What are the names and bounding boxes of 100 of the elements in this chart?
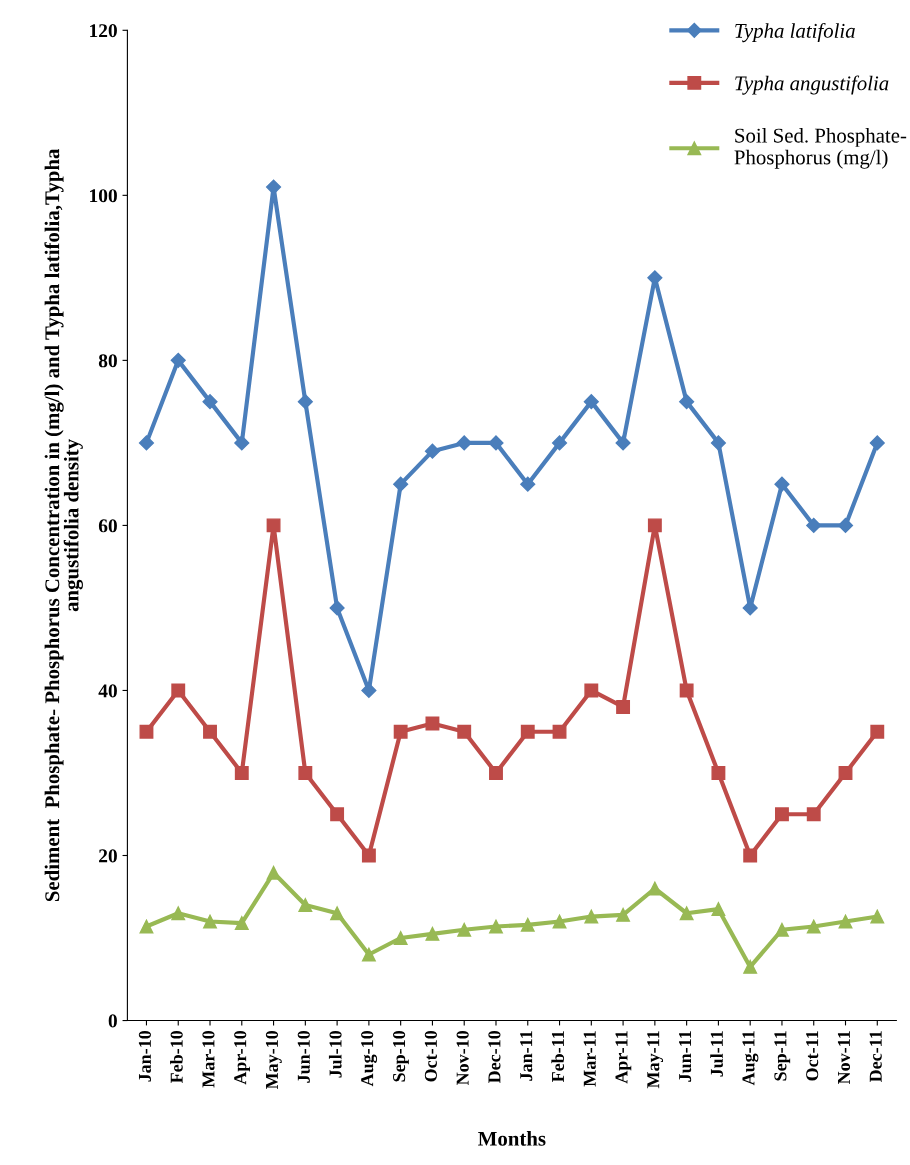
point [679,394,695,410]
y-tick-label: 120 [90,24,117,38]
point [551,435,568,451]
point [647,518,662,533]
point [806,919,821,934]
point [234,916,249,931]
legend-label: Typha angustifolia [735,75,889,95]
point [298,766,313,780]
x-axis-title: Months [478,1131,546,1146]
point [869,435,885,451]
point [679,683,694,698]
x-tick-label: Oct-11 [806,1031,819,1081]
point [393,931,408,945]
point [138,435,155,451]
point [710,435,726,451]
point [329,600,345,616]
point [838,914,853,929]
legend-label: Typha latifolia [735,22,855,43]
y-tick-label: 0 [108,1014,117,1028]
point [711,766,726,780]
point [266,518,281,533]
point [616,907,631,922]
point [489,919,503,934]
x-tick-label: Jan-11 [520,1031,533,1081]
point [330,807,345,822]
point [489,766,503,780]
point [171,906,186,921]
point [139,724,154,739]
x-tick-label: Nov-10 [456,1030,469,1086]
point [870,909,885,924]
point [488,435,504,451]
point [520,917,535,932]
x-tick-label: Apr-11 [615,1031,632,1084]
point [170,352,186,368]
point [584,683,599,698]
point [234,766,249,780]
x-tick-label: Aug-10 [361,1030,378,1087]
x-tick-label: Mar-10 [202,1030,215,1088]
y-axis-title: Sediment Phosphate- Phosphorus Concentration in (mg/l) and Typha latifolia,Typha angustifolia density [44,148,83,902]
point [456,435,472,451]
point [203,724,217,739]
x-tick-label: Oct-10 [424,1030,437,1082]
x-tick-label: Jun-10 [297,1030,310,1083]
point [711,902,726,917]
legend-label: Soil Sed. Phosphate- Phosphorus (mg/l) [734,127,907,169]
point [838,766,853,780]
point [743,959,758,974]
x-tick-label: Aug-11 [742,1031,759,1086]
x-tick-label: Jan-10 [138,1030,151,1082]
y-tick-label: 100 [90,189,117,203]
x-tick-label: Sep-11 [774,1031,791,1081]
y-tick-label: 40 [98,684,117,698]
point [361,848,376,863]
x-tick-label: Feb-11 [551,1031,565,1083]
point [139,919,154,934]
point [425,926,440,941]
point [552,724,567,739]
point [837,517,854,533]
point [552,914,567,929]
point [775,807,789,822]
x-tick-label: Apr-10 [234,1030,250,1085]
point [774,476,790,492]
point [297,394,313,410]
point [266,865,281,880]
x-tick-label: Jul-11 [710,1031,723,1077]
x-tick-label: Jun-11 [679,1031,692,1082]
point [298,898,313,912]
point [520,476,536,492]
point [171,683,186,698]
x-tick-label: May-11 [647,1031,664,1089]
point [361,947,376,962]
y-tick-label: 60 [98,519,117,533]
point [647,881,662,896]
point [615,435,631,451]
point [457,922,472,937]
point [202,394,218,410]
x-tick-label: Mar-11 [583,1031,596,1087]
point [806,807,821,822]
point [393,476,409,492]
point [234,435,250,451]
point [520,724,535,739]
point [679,906,694,921]
point [393,724,408,739]
x-tick-label: Jul-10 [328,1030,342,1078]
point [425,716,440,731]
point [330,906,345,921]
x-tick-label: Dec-10 [488,1030,501,1084]
point [583,394,599,410]
y-tick-label: 20 [99,849,117,863]
point [203,914,217,929]
point [616,700,631,714]
point [584,909,599,924]
x-tick-label: May-10 [265,1030,282,1090]
x-tick-label: Dec-11 [869,1031,882,1083]
point [265,179,282,195]
point [775,922,789,937]
point [743,848,758,863]
point [870,724,885,739]
point [424,443,441,459]
x-tick-label: Sep-10 [393,1030,409,1082]
